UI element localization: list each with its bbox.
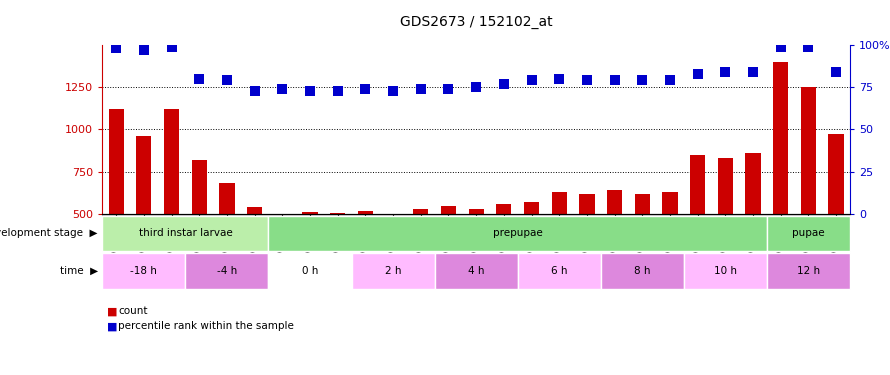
Bar [219,183,235,214]
Point [552,76,566,82]
Text: count: count [118,306,148,316]
Point [275,86,289,92]
Text: development stage  ▶: development stage ▶ [0,228,98,238]
Bar [690,154,705,214]
Point [524,78,538,84]
Bar [413,209,428,214]
Point [359,86,373,92]
Point [579,78,594,84]
Point [663,78,677,84]
Text: ■: ■ [107,306,117,316]
Bar [829,135,844,214]
Text: 8 h: 8 h [634,266,651,276]
Bar [773,62,789,214]
Point [608,78,622,84]
Text: prepupae: prepupae [493,228,543,238]
Point [441,86,456,92]
Point [165,44,179,50]
Bar [524,202,539,214]
Bar [358,211,373,214]
Bar [247,207,263,214]
Text: time  ▶: time ▶ [60,266,98,276]
Bar [441,206,456,214]
Point [497,81,511,87]
Point [386,88,400,94]
Point [718,69,732,75]
Bar [746,153,761,214]
Text: 0 h: 0 h [302,266,319,276]
Text: 10 h: 10 h [714,266,737,276]
Bar [136,136,151,214]
Point [469,84,483,90]
Text: 4 h: 4 h [468,266,484,276]
Text: 6 h: 6 h [551,266,568,276]
Point [746,69,760,75]
Text: pupae: pupae [792,228,825,238]
Text: -4 h: -4 h [217,266,237,276]
Bar [552,192,567,214]
Point [192,76,206,82]
Text: 12 h: 12 h [797,266,820,276]
Bar [801,87,816,214]
Text: 2 h: 2 h [384,266,401,276]
Point [330,88,344,94]
Point [801,44,815,50]
Point [635,78,650,84]
Bar [635,194,650,214]
Bar [662,192,677,214]
Bar [303,212,318,214]
Point [109,45,124,51]
Point [220,78,234,84]
Point [247,88,262,94]
Bar [164,109,179,214]
Bar [330,213,345,214]
Text: -18 h: -18 h [131,266,158,276]
Bar [579,194,595,214]
Point [414,86,428,92]
Point [691,70,705,77]
Bar [468,209,484,214]
Text: GDS2673 / 152102_at: GDS2673 / 152102_at [400,15,553,29]
Text: third instar larvae: third instar larvae [139,228,232,238]
Text: ■: ■ [107,321,117,331]
Text: percentile rank within the sample: percentile rank within the sample [118,321,295,331]
Point [773,44,788,50]
Point [829,69,843,75]
Bar [607,190,622,214]
Bar [109,109,124,214]
Point [303,88,317,94]
Bar [497,204,512,214]
Bar [191,160,206,214]
Point [137,47,151,53]
Bar [717,158,733,214]
